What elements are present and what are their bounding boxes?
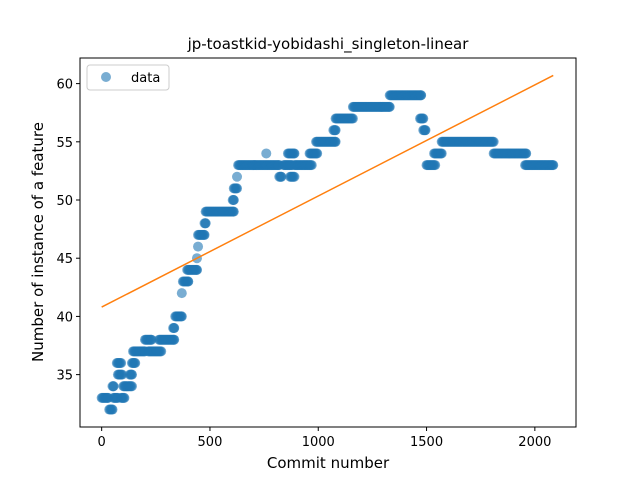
y-tick-label: 60	[56, 78, 73, 93]
data-point	[156, 346, 167, 357]
data-point	[169, 323, 180, 334]
data-point	[126, 381, 137, 392]
x-tick-label: 1000	[302, 435, 335, 450]
data-point	[330, 136, 341, 147]
data-point	[347, 113, 358, 124]
data-point	[200, 218, 211, 229]
data-point	[169, 334, 180, 345]
y-tick-label: 45	[56, 252, 73, 267]
data-point	[108, 381, 119, 392]
data-point	[488, 136, 499, 147]
x-tick-label: 0	[98, 435, 106, 450]
x-axis: 0 500 1000 1500 2000	[98, 427, 551, 450]
data-point	[146, 334, 157, 345]
data-point	[416, 90, 427, 101]
data-point	[116, 357, 127, 368]
data-point	[261, 148, 272, 159]
data-point	[228, 206, 239, 217]
data-point	[126, 369, 137, 380]
x-tick-label: 500	[198, 435, 223, 450]
plot-marks	[96, 74, 559, 415]
legend-box	[86, 64, 170, 91]
data-point	[199, 229, 210, 240]
data-point	[228, 195, 239, 206]
data-point	[193, 241, 204, 252]
legend: data	[86, 64, 170, 91]
data-point	[276, 171, 287, 182]
fit-line	[101, 74, 554, 308]
chart-title: jp-toastkid-yobidashi_singleton-linear	[187, 35, 470, 54]
plot-frame	[79, 57, 577, 428]
data-point	[191, 264, 202, 275]
data-point	[117, 369, 128, 380]
data-point	[119, 392, 130, 403]
data-point	[130, 357, 141, 368]
data-point	[420, 125, 431, 136]
data-point	[176, 311, 187, 322]
data-point	[232, 183, 243, 194]
data-point	[548, 160, 559, 171]
data-point	[521, 148, 532, 159]
data-point	[384, 101, 395, 112]
data-point	[176, 288, 187, 299]
data-point	[312, 148, 323, 159]
y-tick-label: 35	[56, 369, 73, 384]
data-point	[306, 160, 317, 171]
y-axis: 35 40 45 50 55 60	[56, 78, 80, 384]
data-point	[436, 148, 447, 159]
legend-label: data	[131, 71, 160, 86]
y-axis-label: Number of instance of a feature	[29, 122, 47, 362]
data-point	[289, 148, 300, 159]
x-tick-label: 1500	[410, 435, 443, 450]
legend-marker	[101, 72, 111, 82]
data-point	[107, 404, 118, 415]
data-point	[183, 276, 194, 287]
data-point	[418, 113, 429, 124]
y-tick-label: 40	[56, 310, 73, 325]
data-point	[330, 125, 341, 136]
x-tick-label: 2000	[518, 435, 551, 450]
y-tick-label: 55	[56, 136, 73, 151]
data-point	[232, 171, 243, 182]
data-point	[430, 160, 441, 171]
data-point	[289, 171, 300, 182]
x-axis-label: Commit number	[267, 454, 390, 472]
y-tick-label: 50	[56, 194, 73, 209]
